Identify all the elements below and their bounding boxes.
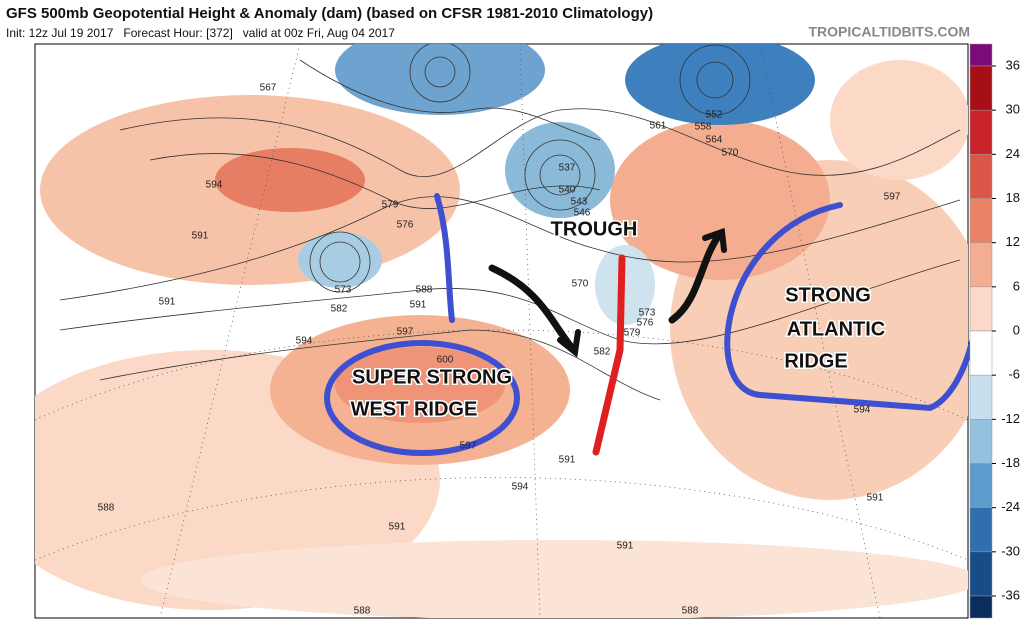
contour-label: 552 — [706, 110, 723, 121]
colorbar-tick-label: 30 — [1006, 102, 1020, 117]
contour-label: 591 — [410, 300, 427, 311]
colorbar-segment — [969, 463, 993, 508]
contour-label: 570 — [722, 148, 739, 159]
contour-label: 579 — [382, 200, 399, 211]
annotation: STRONG — [785, 284, 871, 306]
colorbar-tick-label: -24 — [1001, 499, 1020, 514]
contour-label: 543 — [571, 197, 588, 208]
colorbar-segment — [969, 330, 993, 376]
colorbar-segment — [969, 419, 993, 464]
colorbar-segment — [969, 43, 993, 67]
contour-label: 597 — [884, 192, 901, 203]
colorbar-tick-label: -12 — [1001, 411, 1020, 426]
annotation: ATLANTIC — [787, 318, 886, 340]
contour-label: 594 — [854, 405, 871, 416]
colorbar-segment — [969, 595, 993, 619]
contour-label: 594 — [512, 482, 529, 493]
contour-label: 564 — [706, 135, 723, 146]
annotation: WEST RIDGE — [351, 398, 478, 420]
contour-label: 540 — [559, 185, 576, 196]
colorbar-tick-label: 0 — [1013, 322, 1020, 337]
colorbar-segment — [969, 374, 993, 420]
colorbar-tick-label: 12 — [1006, 234, 1020, 249]
title: GFS 500mb Geopotential Height & Anomaly … — [6, 5, 653, 22]
contour-label: 588 — [416, 285, 433, 296]
contour-label: 588 — [98, 503, 115, 514]
contour-label: 561 — [650, 121, 667, 132]
colorbar-tick-label: 36 — [1006, 57, 1020, 72]
contour-label: 591 — [159, 297, 176, 308]
colorbar-tick-label: -18 — [1001, 455, 1020, 470]
contour-label: 591 — [617, 541, 634, 552]
colorbar-tick-label: -6 — [1008, 367, 1020, 382]
contour-label: 576 — [637, 318, 654, 329]
annotation: SUPER STRONG — [352, 366, 512, 388]
colorbar-tick-label: -36 — [1001, 587, 1020, 602]
contour-label: 582 — [594, 347, 611, 358]
annotation: TROUGH — [551, 218, 638, 240]
contour-label: 594 — [206, 180, 223, 191]
hand-drawn-markup — [324, 193, 975, 456]
colorbar-segment — [969, 65, 993, 111]
contour-label: 591 — [867, 493, 884, 504]
colorbar-segment — [969, 154, 993, 199]
colorbar-segment — [969, 198, 993, 243]
colorbar-segment — [969, 507, 993, 553]
contour-label: 573 — [335, 285, 352, 296]
contour-label: 558 — [695, 122, 712, 133]
colorbar-tick-label: 6 — [1013, 278, 1020, 293]
colorbar: 36 30 24 18 12 6 0 -6 -12 -18 -24 -30 -36 — [969, 43, 1020, 619]
contour-label: 594 — [296, 336, 313, 347]
contour-label: 576 — [397, 220, 414, 231]
contour-label: 570 — [572, 279, 589, 290]
subtitle: Init: 12z Jul 19 2017 Forecast Hour: [37… — [6, 26, 395, 40]
contour-label: 546 — [574, 208, 591, 219]
colorbar-segment — [969, 109, 993, 155]
map: 5675945915915735825795765885915975946005… — [34, 43, 975, 619]
contour-label: 588 — [682, 606, 699, 617]
contour-label: 582 — [331, 304, 348, 315]
contour-label: 579 — [624, 328, 641, 339]
contour-label: 588 — [354, 606, 371, 617]
contour-label: 567 — [260, 83, 277, 94]
colorbar-tick-label: -30 — [1001, 543, 1020, 558]
colorbar-segment — [969, 551, 993, 597]
contour-label: 591 — [389, 522, 406, 533]
contour-label: 591 — [559, 455, 576, 466]
contour-label: 597 — [460, 441, 477, 452]
contour-label: 537 — [559, 163, 576, 174]
site-watermark: TROPICALTIDBITS.COM — [808, 24, 970, 40]
contour-label: 573 — [639, 308, 656, 319]
colorbar-segment — [969, 286, 993, 332]
contour-label: 600 — [437, 355, 454, 366]
colorbar-segment — [969, 242, 993, 288]
contour-label: 597 — [397, 327, 414, 338]
contour-label: 591 — [192, 231, 209, 242]
annotation: RIDGE — [784, 350, 847, 372]
colorbar-tick-label: 18 — [1006, 190, 1020, 205]
colorbar-tick-label: 24 — [1006, 146, 1020, 161]
